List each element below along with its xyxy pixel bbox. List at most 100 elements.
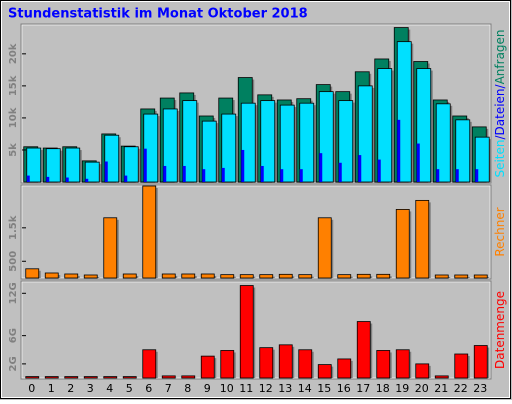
bar — [45, 377, 58, 378]
bar — [417, 144, 420, 182]
legend: Datenmenge — [493, 291, 507, 369]
legend-entry: Rechner — [493, 207, 507, 256]
bar — [143, 186, 156, 278]
legend: Seiten/Dateien/Anfragen — [493, 29, 507, 177]
bar — [105, 161, 108, 182]
bar — [26, 269, 39, 278]
bar — [84, 275, 97, 278]
chart-title: Stundenstatistik im Monat Oktober 2018 — [8, 7, 308, 22]
bar — [435, 376, 448, 378]
bar — [240, 286, 253, 378]
bar — [455, 354, 468, 378]
bar — [456, 169, 459, 182]
x-tick-label: 5 — [126, 382, 133, 395]
y-tick-label: 5k — [8, 143, 19, 157]
bar — [319, 153, 322, 182]
x-tick-label: 2 — [67, 382, 74, 395]
x-tick-label: 0 — [28, 382, 35, 395]
x-tick-label: 1 — [48, 382, 55, 395]
bar — [260, 275, 273, 278]
y-tick-label: 20k — [8, 43, 19, 64]
bar — [338, 275, 351, 278]
legend-entry: Seiten — [493, 140, 507, 178]
bar — [162, 274, 175, 278]
y-tick-label: 12G — [8, 282, 19, 304]
bar — [299, 275, 312, 278]
bar — [221, 275, 234, 278]
bar — [377, 350, 390, 378]
bar — [377, 274, 390, 278]
y-tick-label: 2G — [8, 356, 19, 371]
bar — [474, 346, 487, 378]
bar — [27, 176, 30, 182]
x-tick-label: 4 — [106, 382, 113, 395]
x-tick-label: 21 — [434, 382, 448, 395]
bar — [65, 274, 78, 278]
bar — [280, 169, 283, 182]
bar — [396, 209, 409, 278]
y-tick-label: 15k — [8, 75, 19, 96]
bar — [66, 178, 69, 182]
bar — [261, 166, 264, 182]
bar — [436, 169, 439, 182]
bar — [46, 177, 49, 182]
x-tick-label: 17 — [356, 382, 370, 395]
x-tick-label: 11 — [239, 382, 253, 395]
x-tick-label: 23 — [473, 382, 487, 395]
y-tick-label: 1.5k — [8, 215, 19, 240]
bar — [397, 120, 400, 182]
bar — [300, 169, 303, 182]
x-tick-label: 7 — [165, 382, 172, 395]
x-tick-label: 15 — [317, 382, 331, 395]
bar — [279, 345, 292, 378]
bar — [143, 350, 156, 378]
bar — [358, 155, 361, 182]
x-tick-label: 6 — [145, 382, 152, 395]
bar — [66, 148, 80, 182]
x-tick-label: 19 — [395, 382, 409, 395]
x-tick-label: 12 — [259, 382, 273, 395]
bar — [318, 365, 331, 378]
x-tick-label: 13 — [278, 382, 292, 395]
bar — [318, 218, 331, 278]
bar — [45, 273, 58, 278]
x-tick-label: 14 — [298, 382, 312, 395]
bar — [455, 275, 468, 278]
bar — [357, 274, 370, 278]
bar — [201, 356, 214, 378]
bar — [183, 166, 186, 182]
bar — [123, 377, 136, 378]
x-tick-label: 16 — [337, 382, 351, 395]
bar — [85, 179, 88, 182]
bar — [279, 274, 292, 278]
bar — [416, 200, 429, 278]
legend-entry: Anfragen — [493, 29, 507, 84]
bar — [26, 377, 39, 378]
bar — [396, 350, 409, 378]
bar — [221, 350, 234, 378]
bar — [123, 274, 136, 278]
bar — [475, 169, 478, 182]
bar — [163, 166, 166, 182]
bar — [338, 359, 351, 378]
y-tick-label: 500 — [8, 251, 19, 272]
y-tick-label: 10k — [8, 107, 19, 128]
bar — [241, 150, 244, 182]
bar — [201, 274, 214, 278]
x-tick-label: 18 — [376, 382, 390, 395]
bar — [260, 348, 273, 378]
x-tick-label: 22 — [454, 382, 468, 395]
x-tick-label: 8 — [184, 382, 191, 395]
legend: Rechner — [493, 207, 507, 256]
bar — [84, 377, 97, 378]
bar — [299, 350, 312, 378]
legend-entry: Datenmenge — [493, 291, 507, 369]
bar — [202, 169, 205, 182]
bar — [182, 274, 195, 278]
bar — [65, 377, 78, 378]
bar — [339, 163, 342, 182]
bar — [474, 275, 487, 278]
bar — [104, 218, 117, 278]
bar — [435, 275, 448, 278]
bar — [182, 376, 195, 378]
